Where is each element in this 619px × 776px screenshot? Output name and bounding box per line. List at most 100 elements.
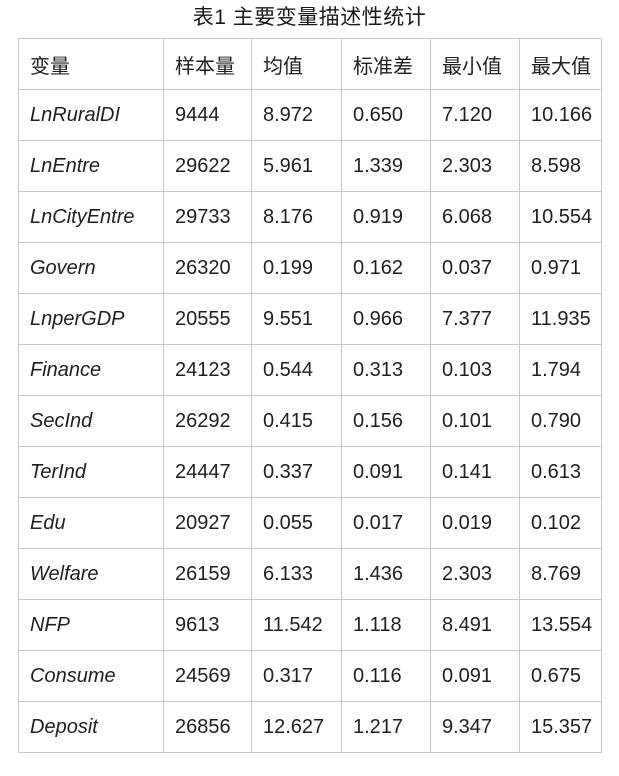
value-cell: 0.101 bbox=[430, 395, 520, 447]
table-row: Finance 24123 0.544 0.313 0.103 1.794 bbox=[18, 344, 602, 396]
value-cell: 26159 bbox=[163, 548, 252, 600]
table-row: Edu 20927 0.055 0.017 0.019 0.102 bbox=[18, 497, 602, 549]
value-cell: 13.554 bbox=[519, 599, 602, 651]
table-row: SecInd 26292 0.415 0.156 0.101 0.790 bbox=[18, 395, 602, 447]
value-cell: 8.176 bbox=[251, 191, 342, 243]
value-cell: 0.156 bbox=[341, 395, 431, 447]
variable-name-cell: Govern bbox=[18, 242, 164, 294]
value-cell: 0.141 bbox=[430, 446, 520, 498]
value-cell: 9613 bbox=[163, 599, 252, 651]
variable-name-cell: NFP bbox=[18, 599, 164, 651]
value-cell: 15.357 bbox=[519, 701, 602, 753]
value-cell: 24447 bbox=[163, 446, 252, 498]
value-cell: 10.554 bbox=[519, 191, 602, 243]
value-cell: 0.613 bbox=[519, 446, 602, 498]
column-header: 样本量 bbox=[163, 38, 252, 90]
variable-name-cell: Welfare bbox=[18, 548, 164, 600]
value-cell: 0.055 bbox=[251, 497, 342, 549]
value-cell: 26292 bbox=[163, 395, 252, 447]
value-cell: 5.961 bbox=[251, 140, 342, 192]
value-cell: 0.313 bbox=[341, 344, 431, 396]
value-cell: 11.935 bbox=[519, 293, 602, 345]
variable-name-cell: Finance bbox=[18, 344, 164, 396]
value-cell: 7.120 bbox=[430, 89, 520, 141]
value-cell: 2.303 bbox=[430, 140, 520, 192]
value-cell: 12.627 bbox=[251, 701, 342, 753]
variable-name-cell: LnEntre bbox=[18, 140, 164, 192]
table-row: TerInd 24447 0.337 0.091 0.141 0.613 bbox=[18, 446, 602, 498]
value-cell: 0.091 bbox=[430, 650, 520, 702]
value-cell: 1.118 bbox=[341, 599, 431, 651]
table-row: LnperGDP 20555 9.551 0.966 7.377 11.935 bbox=[18, 293, 602, 345]
table-row: NFP 9613 11.542 1.118 8.491 13.554 bbox=[18, 599, 602, 651]
column-header: 均值 bbox=[251, 38, 342, 90]
value-cell: 1.794 bbox=[519, 344, 602, 396]
value-cell: 0.103 bbox=[430, 344, 520, 396]
table-row: Deposit 26856 12.627 1.217 9.347 15.357 bbox=[18, 701, 602, 753]
table-row: Consume 24569 0.317 0.116 0.091 0.675 bbox=[18, 650, 602, 702]
table-row: Govern 26320 0.199 0.162 0.037 0.971 bbox=[18, 242, 602, 294]
value-cell: 26856 bbox=[163, 701, 252, 753]
value-cell: 0.675 bbox=[519, 650, 602, 702]
value-cell: 0.966 bbox=[341, 293, 431, 345]
value-cell: 8.491 bbox=[430, 599, 520, 651]
value-cell: 0.650 bbox=[341, 89, 431, 141]
value-cell: 6.133 bbox=[251, 548, 342, 600]
variable-name-cell: Consume bbox=[18, 650, 164, 702]
value-cell: 8.598 bbox=[519, 140, 602, 192]
value-cell: 0.102 bbox=[519, 497, 602, 549]
value-cell: 0.317 bbox=[251, 650, 342, 702]
value-cell: 6.068 bbox=[430, 191, 520, 243]
value-cell: 0.971 bbox=[519, 242, 602, 294]
value-cell: 0.415 bbox=[251, 395, 342, 447]
value-cell: 9.347 bbox=[430, 701, 520, 753]
value-cell: 10.166 bbox=[519, 89, 602, 141]
table-row: LnRuralDI 9444 8.972 0.650 7.120 10.166 bbox=[18, 89, 602, 141]
value-cell: 0.037 bbox=[430, 242, 520, 294]
value-cell: 8.769 bbox=[519, 548, 602, 600]
value-cell: 0.162 bbox=[341, 242, 431, 294]
column-header: 标准差 bbox=[341, 38, 431, 90]
value-cell: 0.790 bbox=[519, 395, 602, 447]
value-cell: 20927 bbox=[163, 497, 252, 549]
header-row: 变量 样本量 均值 标准差 最小值 最大值 bbox=[18, 38, 602, 90]
table-row: Welfare 26159 6.133 1.436 2.303 8.769 bbox=[18, 548, 602, 600]
descriptive-statistics-table: 变量 样本量 均值 标准差 最小值 最大值 LnRuralDI 9444 8.972 0.650… bbox=[18, 38, 602, 753]
value-cell: 29733 bbox=[163, 191, 252, 243]
value-cell: 7.377 bbox=[430, 293, 520, 345]
value-cell: 11.542 bbox=[251, 599, 342, 651]
table-title: 表1 主要变量描述性统计 bbox=[192, 6, 427, 29]
value-cell: 0.919 bbox=[341, 191, 431, 243]
variable-name-cell: TerInd bbox=[18, 446, 164, 498]
value-cell: 8.972 bbox=[251, 89, 342, 141]
table-row: LnCityEntre 29733 8.176 0.919 6.068 10.554 bbox=[18, 191, 602, 243]
table-row: LnEntre 29622 5.961 1.339 2.303 8.598 bbox=[18, 140, 602, 192]
value-cell: 26320 bbox=[163, 242, 252, 294]
value-cell: 0.019 bbox=[430, 497, 520, 549]
value-cell: 1.217 bbox=[341, 701, 431, 753]
variable-name-cell: Edu bbox=[18, 497, 164, 549]
column-header: 最大值 bbox=[519, 38, 602, 90]
value-cell: 24123 bbox=[163, 344, 252, 396]
value-cell: 0.091 bbox=[341, 446, 431, 498]
column-header: 变量 bbox=[18, 38, 164, 90]
value-cell: 24569 bbox=[163, 650, 252, 702]
value-cell: 0.337 bbox=[251, 446, 342, 498]
column-header: 最小值 bbox=[430, 38, 520, 90]
variable-name-cell: LnRuralDI bbox=[18, 89, 164, 141]
value-cell: 1.339 bbox=[341, 140, 431, 192]
value-cell: 1.436 bbox=[341, 548, 431, 600]
value-cell: 0.017 bbox=[341, 497, 431, 549]
value-cell: 9.551 bbox=[251, 293, 342, 345]
variable-name-cell: LnperGDP bbox=[18, 293, 164, 345]
value-cell: 0.199 bbox=[251, 242, 342, 294]
value-cell: 2.303 bbox=[430, 548, 520, 600]
value-cell: 0.544 bbox=[251, 344, 342, 396]
value-cell: 29622 bbox=[163, 140, 252, 192]
variable-name-cell: Deposit bbox=[18, 701, 164, 753]
variable-name-cell: SecInd bbox=[18, 395, 164, 447]
variable-name-cell: LnCityEntre bbox=[18, 191, 164, 243]
value-cell: 9444 bbox=[163, 89, 252, 141]
value-cell: 0.116 bbox=[341, 650, 431, 702]
table-body: LnRuralDI 9444 8.972 0.650 7.120 10.166 LnEntr… bbox=[18, 89, 602, 753]
